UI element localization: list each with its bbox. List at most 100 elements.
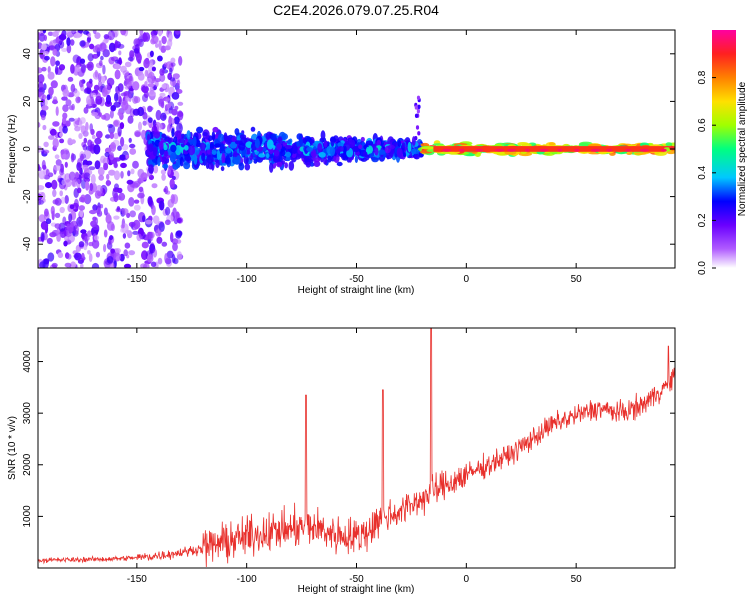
heatmap-cell xyxy=(108,169,116,176)
heatmap-cell xyxy=(113,132,119,140)
colorbar-tick-label: 0.6 xyxy=(697,118,708,132)
heatmap-cell xyxy=(52,48,58,56)
heatmap-cell xyxy=(58,34,67,41)
heatmap-cell xyxy=(103,207,108,216)
heatmap-cell xyxy=(148,90,156,97)
heatmap-cell xyxy=(103,162,109,171)
heatmap-cell xyxy=(172,242,178,252)
heatmap-cell xyxy=(70,261,76,268)
heatmap-cell xyxy=(285,151,291,158)
heatmap-cell xyxy=(161,241,168,247)
heatmap-cell xyxy=(41,105,49,111)
heatmap-cell xyxy=(38,81,44,91)
heatmap-cell xyxy=(223,132,228,142)
heatmap-cell xyxy=(126,179,134,185)
heatmap-cell xyxy=(234,128,240,136)
heatmap-cell xyxy=(42,124,47,131)
heatmap-cell xyxy=(421,146,434,150)
heatmap-cell xyxy=(318,152,326,158)
y-tick-label: 3000 xyxy=(22,402,33,425)
y-tick-label: -20 xyxy=(22,189,33,204)
heatmap-cell xyxy=(245,149,251,155)
heatmap-cell xyxy=(178,55,183,66)
heatmap-cell xyxy=(57,252,64,259)
heatmap-cell xyxy=(77,187,82,194)
heatmap-cell xyxy=(117,83,124,93)
heatmap-cell xyxy=(68,117,75,122)
heatmap-cell xyxy=(51,262,58,268)
heatmap-cell xyxy=(195,139,201,148)
heatmap-peak xyxy=(507,148,516,152)
heatmap-cell xyxy=(125,154,130,159)
y-tick-label: -40 xyxy=(22,237,33,252)
heatmap-cell xyxy=(87,250,91,255)
heatmap-cell xyxy=(47,252,55,262)
colorbar-tick-label: 0.8 xyxy=(697,70,708,84)
heatmap-cell xyxy=(74,171,79,179)
heatmap-cell xyxy=(159,68,165,76)
heatmap-cell xyxy=(212,126,219,133)
x-tick-label: 0 xyxy=(464,574,470,585)
heatmap-cell xyxy=(153,30,159,36)
heatmap-cell xyxy=(284,144,293,149)
heatmap-cell xyxy=(305,161,311,168)
colorbar-label: Normalized spectral amplitude xyxy=(737,81,748,216)
heatmap-cell xyxy=(215,159,220,169)
heatmap-cell xyxy=(214,143,221,148)
heatmap-cell xyxy=(170,144,177,153)
heatmap-cell xyxy=(147,83,155,88)
heatmap-cell xyxy=(44,208,49,217)
heatmap-cell xyxy=(548,142,556,146)
heatmap-cell xyxy=(50,56,56,67)
heatmap-cell xyxy=(371,157,379,163)
heatmap-cell xyxy=(74,126,81,132)
heatmap-cell xyxy=(250,126,256,132)
heatmap-cell xyxy=(94,32,101,39)
x-tick-label: -100 xyxy=(237,574,257,585)
heatmap-cell xyxy=(64,195,69,204)
line-y-axis-label: SNR (10 * v/v) xyxy=(7,416,18,480)
heatmap-cell xyxy=(244,163,251,171)
heatmap-cell xyxy=(55,159,62,167)
heatmap-cell xyxy=(92,224,100,231)
heatmap-cell xyxy=(132,95,139,104)
heatmap-cell xyxy=(89,78,93,84)
heatmap-cell xyxy=(90,174,96,185)
heatmap-cell xyxy=(156,236,163,244)
heatmap-cell xyxy=(70,152,75,163)
heatmap-cell xyxy=(414,155,420,160)
heatmap-cell xyxy=(151,183,158,189)
heatmap-cell xyxy=(90,128,95,135)
heatmap-peak xyxy=(639,148,649,152)
heatmap-cell xyxy=(157,55,163,62)
heatmap-cell xyxy=(128,250,136,256)
heatmap-cell xyxy=(40,220,49,230)
heatmap-cell xyxy=(161,36,167,45)
heatmap-cell xyxy=(82,164,88,170)
heatmap-cell xyxy=(231,136,236,142)
heatmap-cell xyxy=(120,224,125,229)
heatmap-cell xyxy=(109,235,114,241)
heatmap-cell xyxy=(207,149,211,155)
heatmap-cell xyxy=(84,235,90,242)
heatmap-cell xyxy=(85,121,89,132)
heatmap-cell xyxy=(97,80,103,89)
heatmap-cell xyxy=(161,133,166,138)
heatmap-cell xyxy=(78,196,85,203)
heatmap-cell xyxy=(99,60,103,67)
heatmap-cell xyxy=(138,66,145,72)
heatmap-cell xyxy=(172,73,180,79)
heatmap-cell xyxy=(98,174,104,181)
heatmap-cell xyxy=(39,32,45,42)
heatmap-cell xyxy=(148,231,154,242)
heatmap-cell xyxy=(46,237,53,245)
heatmap-cell xyxy=(153,37,159,42)
x-tick-label: -150 xyxy=(127,574,147,585)
colorbar xyxy=(712,30,736,268)
heatmap-cell xyxy=(119,154,126,161)
heatmap-cell xyxy=(170,57,176,64)
x-tick-label: -50 xyxy=(349,574,364,585)
heatmap-cell xyxy=(38,31,41,41)
heatmap-cell xyxy=(66,44,72,54)
heatmap-cell xyxy=(123,249,128,257)
